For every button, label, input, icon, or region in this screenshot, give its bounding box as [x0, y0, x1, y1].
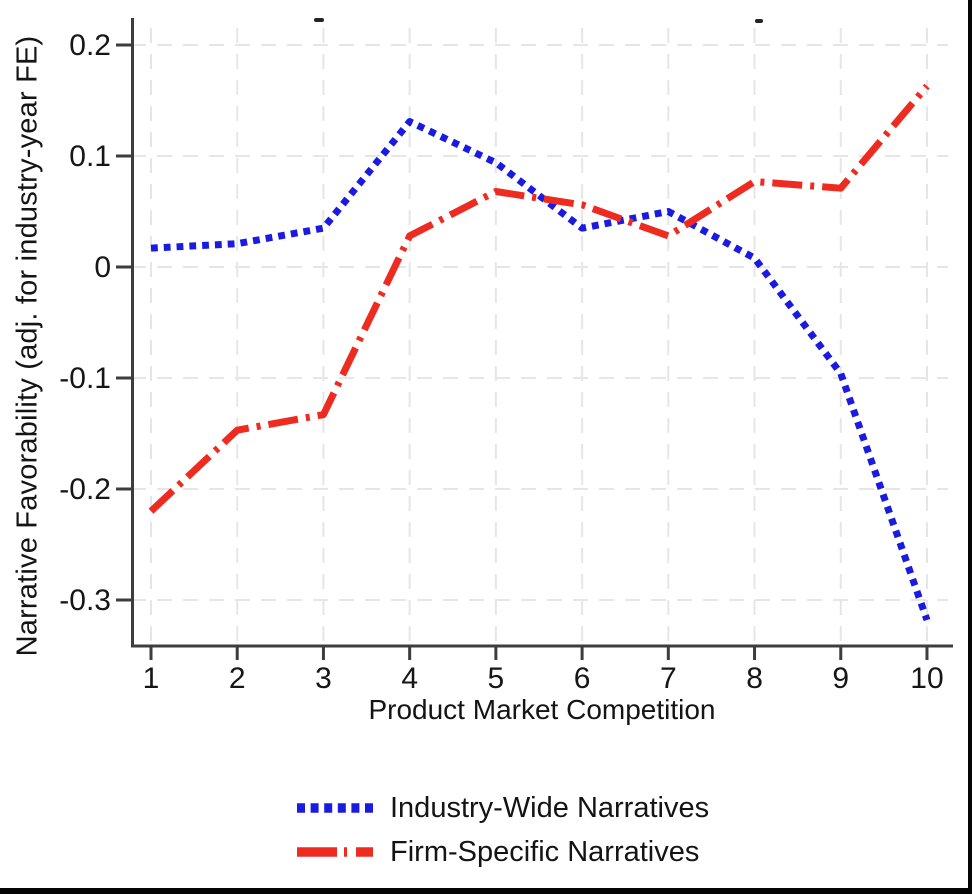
legend: Industry-Wide Narratives Firm-Specific Na…	[296, 786, 709, 874]
legend-swatch-dash-dot	[297, 847, 373, 857]
x-axis-tick-label: 3	[315, 662, 332, 695]
y-axis-tick-label: -0.2	[59, 473, 111, 506]
frame-border-right	[968, 0, 972, 894]
plot-area: 0.2 0.1 0 -0.1 -0.2 -0.3 1 2 3 4 5 6 7 8 9 10	[59, 18, 953, 695]
y-axis-tick-label: -0.3	[59, 584, 111, 617]
legend-label: Industry-Wide Narratives	[390, 791, 710, 824]
frame-border-bottom	[0, 888, 972, 894]
series-line-dash-dot	[148, 83, 930, 514]
x-axis-tick-label: 4	[401, 662, 418, 695]
legend-item: Firm-Specific Narratives	[296, 830, 709, 874]
x-axis-tick-label: 6	[574, 662, 591, 695]
y-axis-tick-label: -0.1	[59, 362, 111, 395]
x-axis-tick-label: 10	[910, 662, 943, 695]
x-axis-tick-label: 1	[143, 662, 160, 695]
x-axis-tick-label: 9	[832, 662, 849, 695]
x-axis-title: Product Market Competition	[368, 694, 716, 725]
x-axis-tick-label: 8	[746, 662, 763, 695]
legend-item: Industry-Wide Narratives	[296, 786, 709, 830]
x-axis-tick-label: 7	[660, 662, 677, 695]
x-axis-tick-label: 2	[229, 662, 246, 695]
x-axis-tick-label: 5	[488, 662, 505, 695]
series-line-dotted	[150, 118, 931, 622]
y-axis-tick-label: 0.2	[69, 29, 111, 62]
legend-swatch-dotted	[297, 803, 373, 813]
y-axis-tick-label: 0	[94, 251, 111, 284]
y-axis-tick-label: 0.1	[69, 140, 111, 173]
crop-artifact-right	[755, 19, 763, 23]
y-axis-title: Narrative Favorability (adj. for industr…	[11, 35, 44, 657]
legend-label: Firm-Specific Narratives	[390, 835, 700, 868]
crop-artifact-left	[314, 18, 324, 22]
